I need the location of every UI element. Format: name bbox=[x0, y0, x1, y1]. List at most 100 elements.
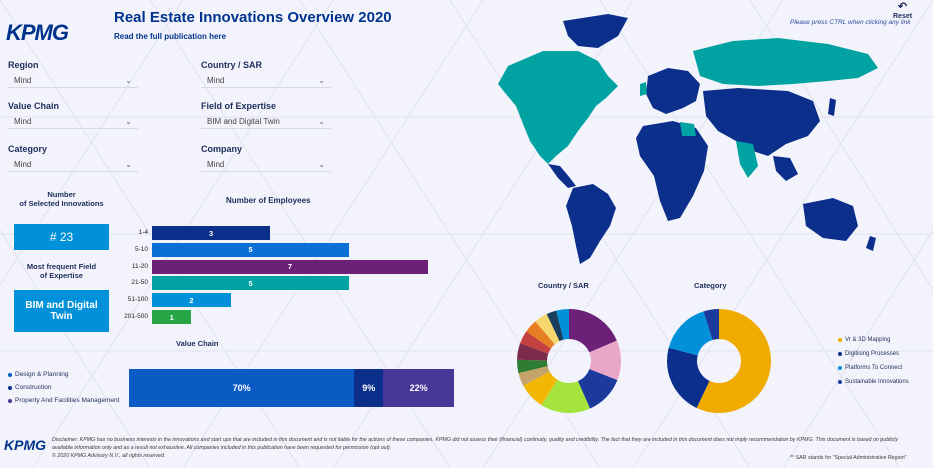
country-donut-slice[interactable] bbox=[517, 309, 621, 413]
legend-label: Property And Facilities Management bbox=[15, 397, 120, 404]
legend-label: Vr & 3D Mapping bbox=[845, 337, 891, 343]
employees-bar-row: 5-10 5 bbox=[110, 242, 440, 257]
dropdown-value: BIM and Digital Twin bbox=[207, 117, 280, 126]
employees-bar[interactable]: 3 bbox=[152, 226, 271, 240]
category-donut-slice[interactable] bbox=[667, 309, 771, 413]
filter-label: Region bbox=[8, 60, 39, 70]
legend-item[interactable]: Design & Planning bbox=[8, 371, 119, 378]
map-region-central-america bbox=[548, 164, 576, 188]
country-donut-slice[interactable] bbox=[517, 309, 621, 413]
employees-bar-row: 1-4 3 bbox=[110, 226, 440, 240]
employees-bar[interactable]: 5 bbox=[152, 242, 350, 257]
legend-item[interactable]: Property And Facilities Management bbox=[8, 397, 119, 404]
value-chain-dropdown[interactable]: Mind ⌄ bbox=[8, 115, 138, 129]
country-dropdown[interactable]: Mind ⌄ bbox=[201, 74, 331, 88]
country-donut-slice[interactable] bbox=[517, 309, 621, 413]
map-region-new-zealand bbox=[866, 236, 876, 251]
chevron-down-icon: ⌄ bbox=[125, 160, 132, 169]
map-region-australia bbox=[803, 198, 858, 241]
world-map[interactable] bbox=[468, 6, 893, 268]
publication-link[interactable]: Read the full publication here bbox=[114, 32, 227, 41]
legend-dot bbox=[8, 372, 12, 377]
employees-category-label: 11-20 bbox=[131, 262, 148, 270]
filter-company: Company Mind ⌄ bbox=[201, 144, 331, 172]
map-region-southeast-asia bbox=[773, 156, 798, 181]
country-donut-slice[interactable] bbox=[517, 309, 621, 413]
legend-dot bbox=[8, 398, 12, 403]
employees-bar-row: 201-500 1 bbox=[110, 310, 440, 324]
map-region-japan bbox=[828, 98, 836, 116]
legend-item[interactable]: Sustainable Innovations bbox=[838, 379, 909, 385]
chevron-down-icon: ⌄ bbox=[125, 76, 132, 85]
legend-dot bbox=[838, 338, 842, 342]
filter-label: Value Chain bbox=[8, 101, 60, 111]
category-donut-chart[interactable] bbox=[656, 298, 782, 424]
category-donut-slice[interactable] bbox=[667, 309, 771, 413]
filter-region: Region Mind ⌄ bbox=[8, 60, 138, 88]
value-chain-segment[interactable]: 9% bbox=[354, 369, 384, 407]
map-region-europe bbox=[646, 68, 700, 114]
employees-bar-row: 11-20 7 bbox=[110, 259, 440, 274]
employees-category-label: 201-500 bbox=[124, 313, 148, 320]
filter-label: Company bbox=[201, 144, 243, 154]
employees-bar[interactable]: 7 bbox=[152, 259, 428, 274]
legend-item[interactable]: Construction bbox=[8, 384, 119, 391]
footer-kpmg-logo: KPMG bbox=[4, 437, 46, 453]
map-region-russia bbox=[693, 38, 878, 86]
filter-country: Country / SAR Mind ⌄ bbox=[201, 60, 331, 88]
category-donut-title: Category bbox=[694, 281, 727, 290]
legend-label: Digitising Processes bbox=[845, 351, 900, 357]
legend-label: Design & Planning bbox=[15, 371, 69, 378]
dropdown-value: Mind bbox=[14, 76, 32, 85]
disclaimer-text: Disclaimer: KPMG has no business interes… bbox=[52, 437, 898, 451]
value-chain-segment[interactable]: 22% bbox=[383, 369, 454, 407]
legend-item[interactable]: Vr & 3D Mapping bbox=[838, 337, 909, 343]
category-dropdown[interactable]: Mind ⌄ bbox=[8, 158, 138, 172]
employees-bar-row: 21-50 5 bbox=[110, 276, 440, 291]
country-donut-chart[interactable] bbox=[506, 298, 632, 424]
map-region-uk bbox=[640, 82, 647, 96]
page-title: Real Estate Innovations Overview 2020 bbox=[114, 9, 392, 26]
map-region-africa bbox=[636, 121, 708, 221]
kpi-count-value: # 23 bbox=[14, 224, 109, 250]
map-region-greenland bbox=[563, 14, 628, 48]
employees-bar[interactable]: 1 bbox=[152, 310, 192, 324]
value-chain-bar: 70% 9% 22% bbox=[129, 369, 454, 407]
dropdown-value: Mind bbox=[207, 160, 225, 169]
country-donut-title: Country / SAR bbox=[538, 281, 589, 290]
company-dropdown[interactable]: Mind ⌄ bbox=[201, 158, 331, 172]
employees-bar[interactable]: 2 bbox=[152, 293, 231, 308]
reset-button[interactable]: ↶ Reset bbox=[893, 2, 912, 21]
ctrl-hint: Please press CTRL when clicking any link bbox=[790, 19, 911, 26]
sar-note: ** SAR stands for "Special Administrativ… bbox=[790, 455, 907, 461]
legend-dot bbox=[838, 366, 842, 370]
legend-item[interactable]: Digitising Processes bbox=[838, 351, 909, 357]
employees-category-label: 21-50 bbox=[131, 279, 148, 287]
value-chain-segment[interactable]: 70% bbox=[129, 369, 355, 407]
filter-category: Category Mind ⌄ bbox=[8, 144, 138, 172]
legend-dot bbox=[838, 380, 842, 384]
legend-dot bbox=[8, 385, 12, 390]
employees-category-label: 5-10 bbox=[134, 245, 148, 253]
region-dropdown[interactable]: Mind ⌄ bbox=[8, 74, 138, 88]
map-region-egypt bbox=[680, 122, 696, 136]
filter-label: Field of Expertise bbox=[201, 101, 277, 111]
legend-label: Platforms To Connect bbox=[845, 365, 903, 371]
expertise-dropdown[interactable]: BIM and Digital Twin ⌄ bbox=[201, 115, 331, 129]
kpi-field-value: BIM and Digital Twin bbox=[14, 290, 109, 332]
chevron-down-icon: ⌄ bbox=[318, 76, 325, 85]
employees-chart-title: Number of Employees bbox=[226, 196, 311, 205]
dropdown-value: Mind bbox=[14, 160, 32, 169]
kpi-field-title: Most frequent Field of Expertise bbox=[26, 262, 97, 280]
employees-bar[interactable]: 5 bbox=[152, 276, 350, 291]
legend-label: Construction bbox=[15, 384, 52, 391]
filter-label: Country / SAR bbox=[201, 60, 263, 70]
filter-expertise: Field of Expertise BIM and Digital Twin … bbox=[201, 101, 331, 129]
employees-chart: 1-4 3 5-10 5 11-20 7 21-50 5 51-100 2 201-500 1 bbox=[110, 226, 440, 328]
map-region-asia bbox=[703, 88, 820, 156]
legend-item[interactable]: Platforms To Connect bbox=[838, 365, 909, 371]
chevron-down-icon: ⌄ bbox=[125, 117, 132, 126]
copyright-text: © 2020 KPMG Advisory N.V., all rights re… bbox=[52, 453, 166, 459]
employees-bar-row: 51-100 2 bbox=[110, 293, 440, 308]
employees-category-label: 1-4 bbox=[138, 229, 148, 236]
